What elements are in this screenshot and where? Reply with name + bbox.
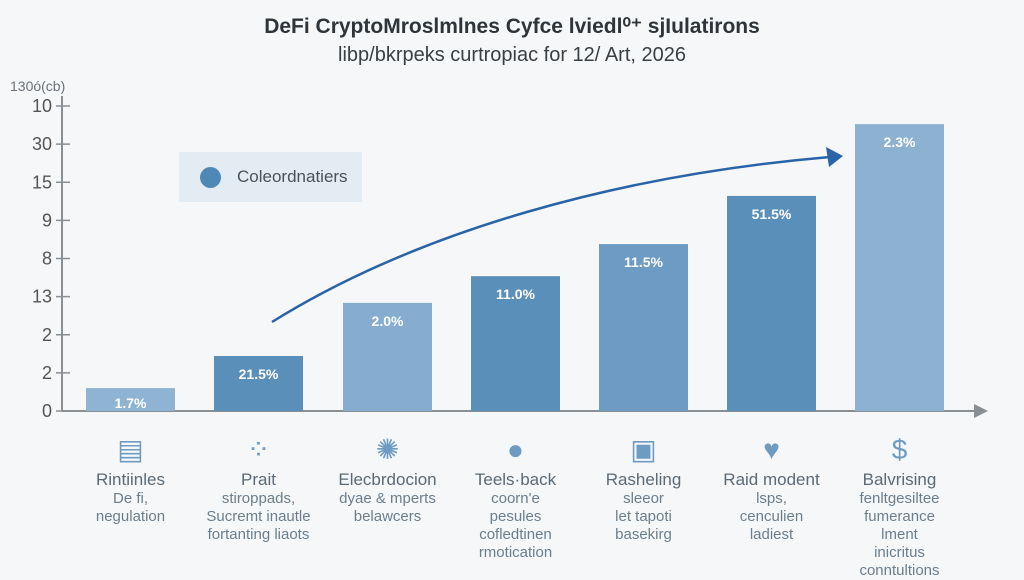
bar xyxy=(86,388,175,411)
y-tick-label: 2 xyxy=(42,325,52,345)
category-description: fumerance xyxy=(864,508,935,525)
server-icon: ▤ xyxy=(117,434,144,465)
y-tick-label: 15 xyxy=(32,172,52,192)
bar-data-label: 11.5% xyxy=(624,254,663,270)
category-description: fenltgesiltee xyxy=(859,490,940,507)
category-description: belawcers xyxy=(353,508,422,525)
chart-title: DeFi CryptoMroslmlnes Cyfce lviedl⁰⁺ sjI… xyxy=(264,15,760,38)
bar xyxy=(599,244,688,411)
trend-arrowhead xyxy=(826,147,843,167)
category-label: ♥ Raid modent lsps, cenculien ladiest xyxy=(707,432,837,544)
category-label: ✺ Elecbrdocion dyae & mperts belawcers xyxy=(323,432,453,526)
heart-icon: ♥ xyxy=(763,434,780,465)
category-label: ▤ Rintiinles De fi, negulation xyxy=(66,432,196,526)
bar-data-label: 2.0% xyxy=(372,313,404,329)
bar xyxy=(855,124,944,412)
trend-arrow xyxy=(271,155,831,324)
y-tick-label: 9 xyxy=(42,210,52,230)
category-description: let tapoti xyxy=(615,508,672,525)
y-tick-label: 13 xyxy=(32,287,52,307)
category-title: Rintiinles xyxy=(96,470,165,489)
category-description: sleeor xyxy=(623,490,664,507)
category-title: Rasheling xyxy=(605,470,682,489)
category-label: ▣ Rasheling sleeor let tapoti basekirg xyxy=(579,432,709,544)
bar xyxy=(214,355,303,411)
y-tick-label: 30 xyxy=(32,134,52,154)
bar xyxy=(471,276,560,411)
bar-data-label: 1.7% xyxy=(115,395,147,411)
category-label: ⁘ Prait stiroppads, Sucremt inautle fortanti… xyxy=(194,432,324,544)
bar xyxy=(343,302,432,411)
y-tick-label: 2 xyxy=(42,363,52,383)
category-description: Sucremt inautle xyxy=(206,508,311,525)
legend-swatch xyxy=(200,167,221,188)
bar xyxy=(727,195,816,411)
category-title: Raid modent xyxy=(723,470,820,489)
category-description: ladiest xyxy=(749,526,794,543)
legend: Coleordnatiers xyxy=(179,152,362,202)
category-description: inicritus xyxy=(874,544,925,561)
category-title: Balvrising xyxy=(862,470,937,489)
category-label: ● Teels·back coorn'e pesules cofledtinen rmot… xyxy=(451,432,581,562)
bar-data-label: 11.0% xyxy=(496,286,535,302)
category-description: basekirg xyxy=(615,526,672,543)
category-description: fortanting liaots xyxy=(207,526,310,543)
mouse-icon: ● xyxy=(507,434,524,465)
bug-icon: ✺ xyxy=(375,434,400,465)
y-tick-label: 10 xyxy=(32,96,52,116)
category-title: Prait xyxy=(241,470,276,489)
bar-data-label: 2.3% xyxy=(884,134,916,150)
category-description: stiroppads, xyxy=(221,490,296,507)
category-description: negulation xyxy=(95,508,166,525)
category-description: cenculien xyxy=(739,508,804,525)
molecule-icon: ⁘ xyxy=(246,434,271,465)
legend-label: Coleordnatiers xyxy=(237,167,348,186)
category-description: lsps, xyxy=(756,490,787,507)
category-title: Teels·back xyxy=(474,470,557,489)
chart-subtitle: libp/bkrpeks curtropiac for 12/ Art, 202… xyxy=(338,44,686,66)
x-axis-arrowhead xyxy=(974,404,988,418)
y-tick-label: 0 xyxy=(42,401,52,421)
calendar-icon: ▣ xyxy=(630,434,657,465)
y-tick-label: 8 xyxy=(42,249,52,269)
category-label: $ Balvrising fenltgesiltee fumerance lment in… xyxy=(835,432,965,580)
category-description: pesules xyxy=(489,508,542,525)
category-description: dyae & mperts xyxy=(339,490,436,507)
category-description: De fi, xyxy=(112,490,148,507)
category-description: cofledtinen xyxy=(479,526,552,543)
category-description: rmotication xyxy=(478,544,553,561)
y-axis-label: 130ó(cb) xyxy=(10,78,66,94)
category-description: coorn'e xyxy=(491,490,540,507)
bar-data-label: 51.5% xyxy=(752,206,792,222)
category-description: conntultions xyxy=(859,562,940,579)
category-title: Elecbrdocion xyxy=(338,470,437,489)
category-description: lment xyxy=(881,526,918,543)
dollar-icon: $ xyxy=(891,434,908,465)
bar-data-label: 21.5% xyxy=(239,366,279,382)
